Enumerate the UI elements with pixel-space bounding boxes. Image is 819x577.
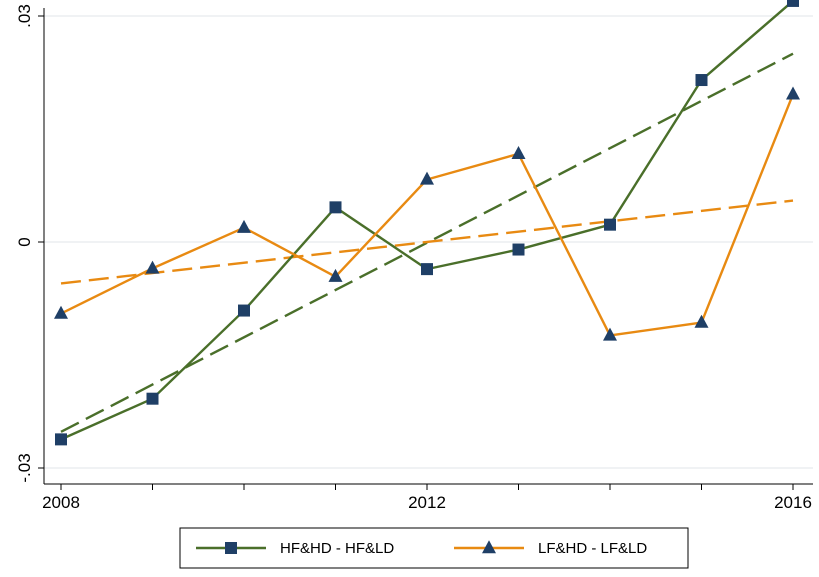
- point-triangle-marker: [786, 86, 800, 100]
- series-line: [60, 0, 794, 441]
- point-triangle-marker: [328, 268, 343, 282]
- y-tick-label: 0: [15, 237, 34, 246]
- point-triangle-marker: [603, 327, 617, 341]
- point-triangle-marker: [237, 219, 251, 233]
- x-tick-label: 2016: [774, 493, 812, 512]
- point-square-marker: [238, 304, 250, 317]
- legend-label: LF&HD - LF&LD: [538, 540, 647, 557]
- axes: -.03 0 .03 2008 2012 2016: [15, 4, 813, 512]
- point-square-marker: [55, 433, 67, 446]
- x-tick-label: 2012: [408, 493, 446, 512]
- trend-lines: [60, 52, 794, 433]
- point-triangle-marker: [54, 305, 68, 319]
- y-tick-label: .03: [15, 4, 34, 28]
- point-triangle-marker: [511, 146, 526, 160]
- point-triangle-marker: [145, 260, 160, 274]
- series-line: [60, 93, 795, 337]
- point-square-marker: [146, 392, 159, 405]
- point-square-marker: [695, 74, 708, 87]
- trend-line: [60, 199, 794, 285]
- point-square-marker: [604, 218, 616, 231]
- point-square-marker: [329, 201, 342, 214]
- point-square-marker: [512, 243, 525, 256]
- legend-label: HF&HD - HF&LD: [280, 540, 394, 557]
- x-tick-label: 2008: [42, 493, 80, 512]
- y-tick-label: -.03: [15, 453, 34, 482]
- point-triangle-marker: [482, 540, 496, 554]
- point-square-marker: [787, 0, 799, 7]
- series-markers: [54, 0, 800, 446]
- point-triangle-marker: [694, 314, 709, 328]
- point-square-marker: [225, 542, 237, 554]
- point-square-marker: [421, 263, 433, 276]
- series-lines: [60, 0, 795, 441]
- legend: HF&HD - HF&LD LF&HD - LF&LD: [179, 527, 689, 569]
- point-triangle-marker: [420, 171, 434, 185]
- legend-box: [179, 527, 689, 569]
